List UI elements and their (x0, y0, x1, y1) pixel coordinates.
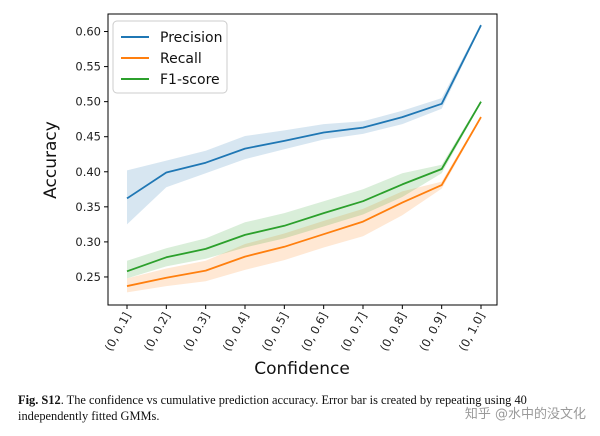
y-tick-label: 0.35 (75, 200, 101, 214)
y-tick-label: 0.25 (75, 270, 101, 284)
series-line-precision (126, 24, 482, 200)
legend-box (112, 20, 228, 94)
y-tick-label: 0.60 (75, 25, 101, 39)
y-tick-label: 0.55 (75, 60, 101, 74)
x-tick-label: (0, 1.0] (456, 310, 488, 354)
chart: 0.25 0.30 0.35 0.40 0.45 0.50 0.55 0.60 (0, 0.1… (41, 13, 498, 379)
x-tick-label: (0, 0.4] (220, 310, 252, 354)
x-tick-label: (0, 0.3] (180, 310, 212, 354)
figure-caption: Fig. S12. The confidence vs cumulative p… (18, 392, 588, 424)
x-tick-label: (0, 0.6] (298, 310, 330, 354)
series-line-recall (126, 116, 482, 287)
y-tick-label: 0.40 (75, 165, 101, 179)
watermark: 知乎 @水中的没文化 (464, 407, 586, 422)
y-tick-label: 0.50 (75, 95, 101, 109)
x-tick-label: (0, 0.2] (141, 310, 173, 354)
y-axis-title: Accuracy (41, 121, 61, 199)
legend-label-recall: Recall (160, 51, 202, 67)
x-axis: (0, 0.1] (0, 0.2] (0, 0.3] (0, 0.4] (0, 0.5]… (102, 305, 488, 353)
legend-label-precision: Precision (160, 30, 222, 46)
plot-frame (107, 13, 498, 306)
y-tick-label: 0.45 (75, 130, 101, 144)
y-tick-label: 0.30 (75, 235, 101, 249)
error-band-recall (127, 115, 481, 293)
legend: Precision Recall F1-score (112, 20, 228, 94)
caption-label: Fig. S12 (18, 393, 61, 407)
x-tick-label: (0, 0.8] (377, 310, 409, 354)
x-tick-label: (0, 0.1] (102, 310, 134, 354)
y-axis: 0.25 0.30 0.35 0.40 0.45 0.50 0.55 0.60 (75, 25, 108, 284)
error-band-f1-score (127, 100, 481, 279)
series-line-f1-score (126, 101, 482, 273)
error-bands (127, 23, 481, 293)
caption-text: . The confidence vs cumulative predictio… (18, 393, 527, 423)
x-axis-title: Confidence (254, 359, 350, 379)
x-tick-label: (0, 0.5] (259, 310, 291, 354)
legend-label-f1-score: F1-score (160, 72, 220, 88)
x-tick-label: (0, 0.7] (338, 310, 370, 354)
series-lines (126, 24, 482, 287)
x-tick-label: (0, 0.9] (416, 310, 448, 354)
